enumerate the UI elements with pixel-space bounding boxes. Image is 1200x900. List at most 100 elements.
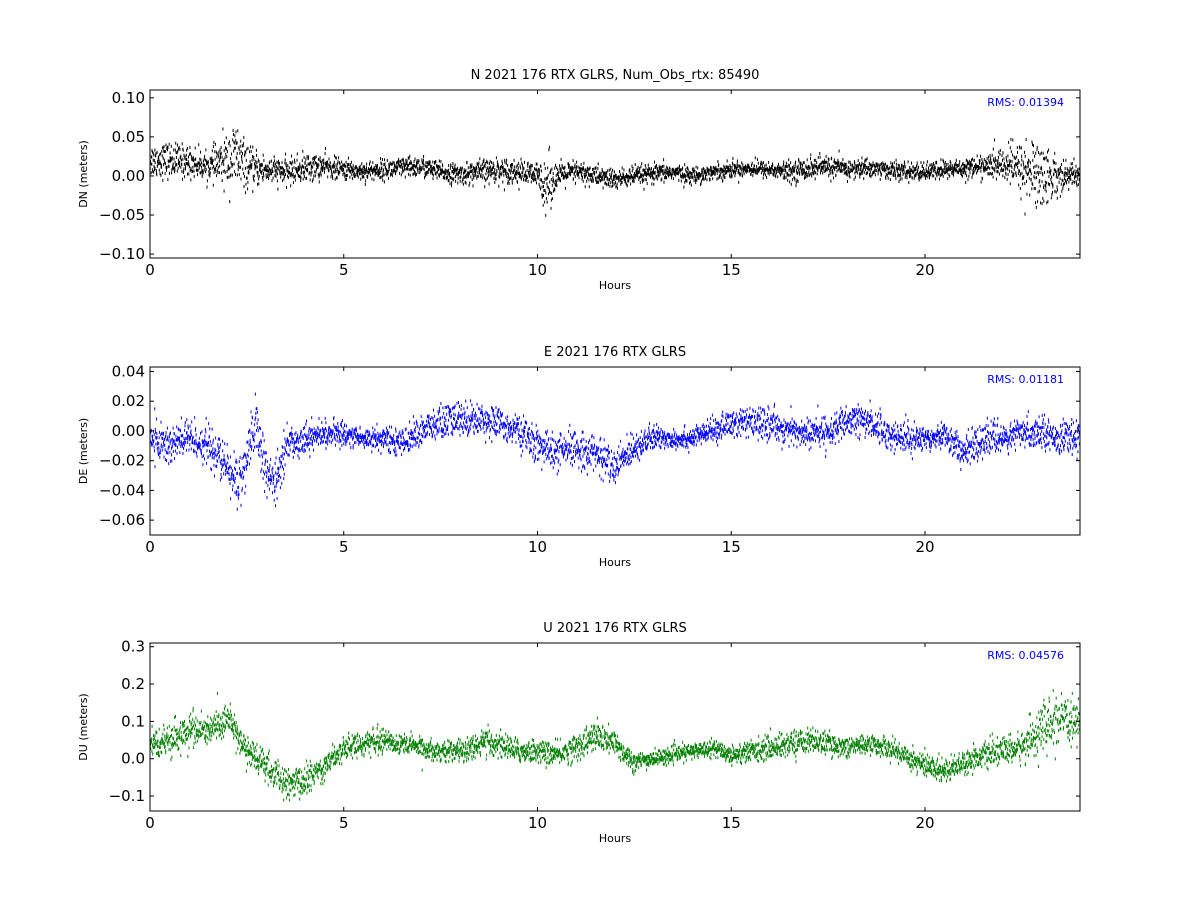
data-point bbox=[353, 429, 355, 433]
data-point bbox=[300, 430, 302, 434]
data-point bbox=[187, 434, 189, 438]
data-point bbox=[1044, 170, 1045, 174]
data-point bbox=[425, 161, 427, 165]
data-point bbox=[292, 455, 294, 459]
data-point bbox=[183, 437, 185, 440]
data-point bbox=[810, 172, 812, 176]
data-point bbox=[527, 179, 529, 183]
data-point bbox=[893, 168, 895, 172]
data-point bbox=[1003, 164, 1005, 168]
data-point bbox=[400, 160, 402, 164]
data-point bbox=[204, 443, 206, 447]
data-point bbox=[1026, 173, 1028, 176]
data-point bbox=[170, 438, 172, 442]
data-point bbox=[1046, 201, 1048, 205]
data-point bbox=[298, 168, 299, 172]
data-point bbox=[283, 177, 285, 181]
data-point bbox=[597, 167, 599, 170]
data-point bbox=[373, 437, 375, 440]
data-point bbox=[463, 175, 465, 179]
data-point bbox=[277, 172, 279, 176]
data-point bbox=[1020, 172, 1022, 176]
data-point bbox=[573, 166, 575, 170]
data-point bbox=[352, 170, 353, 173]
data-point bbox=[259, 440, 261, 444]
data-point bbox=[580, 163, 582, 166]
data-point bbox=[175, 150, 177, 154]
data-point bbox=[197, 445, 199, 449]
data-point bbox=[779, 166, 781, 170]
data-point bbox=[234, 468, 236, 471]
data-point bbox=[808, 165, 810, 169]
data-point bbox=[916, 164, 918, 168]
data-point bbox=[1035, 201, 1036, 205]
data-point bbox=[1036, 176, 1037, 180]
data-point bbox=[309, 437, 311, 441]
data-point bbox=[1051, 182, 1053, 186]
data-point bbox=[214, 142, 216, 146]
data-point bbox=[414, 171, 416, 175]
data-point bbox=[534, 178, 536, 182]
data-point bbox=[662, 169, 664, 173]
data-point bbox=[1037, 172, 1039, 176]
data-point bbox=[395, 163, 397, 167]
data-point bbox=[1012, 138, 1014, 142]
data-point bbox=[972, 172, 974, 176]
data-point bbox=[540, 169, 542, 173]
data-point bbox=[1064, 167, 1066, 170]
data-point bbox=[904, 175, 906, 179]
data-point bbox=[876, 169, 878, 173]
data-point bbox=[219, 460, 221, 464]
data-point bbox=[976, 165, 978, 168]
data-point bbox=[882, 168, 884, 172]
data-point bbox=[249, 166, 251, 170]
data-point bbox=[926, 169, 928, 173]
data-point bbox=[726, 159, 728, 163]
data-point bbox=[289, 434, 291, 438]
data-point bbox=[248, 171, 250, 175]
data-point bbox=[646, 172, 648, 176]
data-point bbox=[238, 460, 240, 464]
data-point bbox=[372, 161, 374, 165]
data-point bbox=[583, 167, 584, 170]
data-point bbox=[386, 169, 388, 173]
data-point bbox=[342, 437, 344, 441]
data-point bbox=[301, 448, 303, 452]
data-point bbox=[187, 160, 189, 164]
data-point bbox=[321, 441, 323, 444]
data-point bbox=[734, 166, 736, 170]
data-point bbox=[420, 415, 422, 419]
data-point bbox=[393, 448, 395, 452]
data-point bbox=[414, 164, 416, 168]
data-point bbox=[693, 179, 695, 183]
data-point bbox=[636, 169, 637, 173]
data-point bbox=[192, 169, 194, 173]
data-point bbox=[863, 177, 865, 181]
data-point bbox=[217, 153, 219, 157]
data-point bbox=[243, 175, 245, 178]
data-point bbox=[787, 163, 789, 167]
data-point bbox=[218, 155, 220, 159]
data-point bbox=[562, 171, 564, 175]
data-point bbox=[642, 174, 644, 178]
data-point bbox=[1032, 158, 1034, 162]
data-point bbox=[877, 165, 879, 169]
data-point bbox=[645, 178, 647, 182]
data-point bbox=[263, 439, 265, 443]
data-point bbox=[345, 174, 347, 178]
data-point bbox=[323, 432, 324, 436]
data-point bbox=[877, 172, 879, 176]
data-point bbox=[616, 184, 618, 188]
data-point bbox=[357, 171, 359, 175]
data-point bbox=[666, 165, 668, 169]
data-point bbox=[300, 171, 302, 175]
data-point bbox=[575, 169, 577, 173]
data-point bbox=[663, 164, 665, 168]
data-point bbox=[790, 182, 792, 186]
data-point bbox=[168, 445, 170, 449]
data-point bbox=[587, 167, 589, 171]
data-point bbox=[492, 165, 494, 169]
data-point bbox=[383, 445, 384, 449]
data-point bbox=[428, 168, 429, 172]
data-point bbox=[177, 149, 179, 153]
